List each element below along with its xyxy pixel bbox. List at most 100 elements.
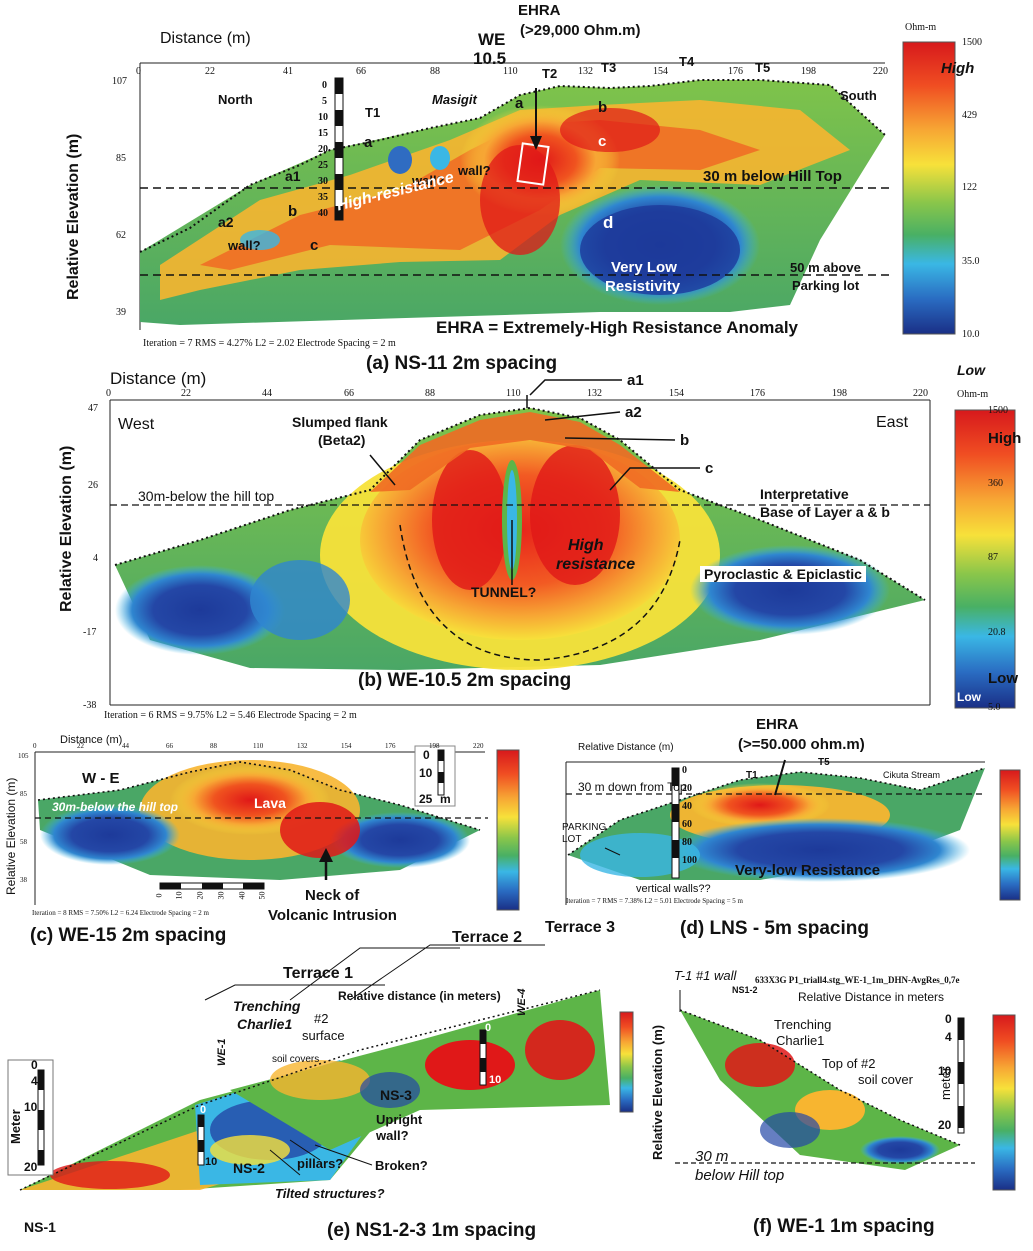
- x-tick: 220: [913, 388, 928, 399]
- label-west: West: [118, 416, 155, 433]
- label-d-t1: T1: [746, 770, 758, 781]
- colorbar-f: [992, 1014, 1016, 1191]
- label-w-e: W - E: [82, 770, 120, 787]
- panel-a-caption: (a) NS-11 2m spacing: [366, 353, 558, 374]
- label-b-a2: a2: [625, 404, 642, 421]
- depth-tick: 10: [318, 112, 328, 123]
- panel-c-caption: (c) WE-15 2m spacing: [30, 925, 227, 946]
- label-surface-1: #2: [314, 1011, 329, 1026]
- x-tick: 198: [429, 742, 440, 750]
- colorbar-b: [954, 409, 1016, 709]
- label-d: d: [603, 213, 614, 232]
- label-b-mid: b: [288, 203, 298, 220]
- label-e-rel: Relative distance (in meters): [338, 989, 501, 1003]
- label-ehra: EHRA: [518, 2, 561, 19]
- label-tilted: Tilted structures?: [275, 1186, 385, 1201]
- x-tick: 41: [283, 66, 293, 77]
- label-we: WE: [478, 30, 506, 49]
- e-scale: 20: [24, 1160, 38, 1174]
- x-tick: 0: [33, 742, 37, 750]
- label-t2: T2: [542, 66, 558, 81]
- label-above-1: 50 m above: [790, 260, 861, 275]
- x-tick: 110: [503, 66, 518, 77]
- colorbar-c: [496, 749, 520, 911]
- label-d-ehra-val: (>=50.000 ohm.m): [738, 736, 865, 753]
- label-high-1: High: [568, 537, 604, 554]
- depth-tick: 0: [322, 80, 327, 91]
- panel-f-caption: (f) WE-1 1m spacing: [753, 1216, 935, 1237]
- f-scale: 10: [938, 1064, 952, 1078]
- label-wall-2: wall?: [412, 173, 445, 188]
- label-a-mid: a: [364, 134, 373, 151]
- cbar-tick: 360: [988, 478, 1003, 489]
- colorbar-a-title: High: [941, 60, 975, 77]
- x-tick: 176: [750, 388, 765, 399]
- label-ehra-def: EHRA = Extremely-High Resistance Anomaly: [436, 318, 798, 337]
- x-tick: 154: [341, 742, 352, 750]
- x-tick: 198: [832, 388, 847, 399]
- label-north: North: [218, 92, 253, 107]
- e-scale: 4: [31, 1074, 38, 1088]
- e-ns3-0: 0: [485, 1022, 492, 1034]
- x-tick: 220: [873, 66, 888, 77]
- y-tick: 85: [20, 790, 27, 798]
- panel-e-caption: (e) NS1-2-3 1m spacing: [327, 1220, 537, 1241]
- panel-b-caption: (b) WE-10.5 2m spacing: [358, 670, 572, 691]
- e-ns2-10: 10: [205, 1156, 218, 1168]
- label-d-ehra: EHRA: [756, 716, 799, 733]
- label-pillars: pillars?: [297, 1156, 344, 1171]
- label-interp-1: Interpretative: [760, 486, 849, 502]
- y-tick: -17: [83, 627, 97, 638]
- panel-c-plot: [34, 745, 488, 905]
- label-pyroclastic: Pyroclastic & Epiclastic: [700, 566, 866, 582]
- y-tick: 26: [88, 480, 98, 491]
- label-masigit: Masigit: [432, 92, 477, 107]
- label-b-top: b: [598, 99, 608, 116]
- label-very-low-2: Resistivity: [605, 278, 681, 295]
- panel-b-plot: [109, 379, 931, 706]
- panel-d-footer: Iteration = 7 RMS = 7.38% L2 = 5.01 Elec…: [566, 897, 743, 905]
- depth-tick: 0: [682, 765, 687, 776]
- panel-b-footer: Iteration = 6 RMS = 9.75% L2 = 5.46 Elec…: [104, 710, 357, 721]
- label-d-t5: T5: [818, 757, 830, 768]
- label-f-trench-2: Charlie1: [776, 1033, 825, 1048]
- label-upright-1: Upright: [376, 1112, 423, 1127]
- cbar-tick: 20.8: [988, 627, 1006, 638]
- x-tick: 220: [473, 742, 484, 750]
- scale-0: 0: [423, 748, 430, 762]
- panel-c-footer: Iteration = 8 RMS = 7.50% L2 = 6.24 Elec…: [32, 909, 209, 917]
- depth-tick: 20: [682, 783, 692, 794]
- label-broken: Broken?: [375, 1158, 428, 1173]
- y-tick: 39: [116, 307, 126, 318]
- panel-d-caption: (d) LNS - 5m spacing: [680, 918, 869, 939]
- label-d-top: 30 m down from Top: [578, 780, 687, 794]
- panel-d-plot: [565, 759, 986, 905]
- label-d-walls: vertical walls??: [636, 883, 711, 895]
- cbar-tick: 5.0: [988, 702, 1001, 713]
- label-b-b: b: [680, 432, 690, 449]
- x-tick: 66: [344, 388, 354, 399]
- label-f-top-2: soil cover: [858, 1072, 913, 1087]
- label-neck-2: Volcanic Intrusion: [268, 907, 397, 924]
- x-tick: 22: [77, 742, 84, 750]
- colorbar-a: [902, 41, 956, 335]
- x-tick: 88: [210, 742, 217, 750]
- label-ns1: NS-1: [24, 1219, 56, 1235]
- f-scale: 20: [938, 1118, 952, 1132]
- e-ns3-10: 10: [489, 1074, 502, 1086]
- label-upright-2: wall?: [376, 1128, 409, 1143]
- label-c-top: c: [598, 133, 607, 150]
- label-d-stream: Cikuta Stream: [883, 770, 941, 780]
- e-scale: 0: [31, 1058, 38, 1072]
- label-d-parking-2: LOT: [562, 834, 582, 845]
- label-t3: T3: [601, 60, 617, 75]
- x-tick: 66: [356, 66, 366, 77]
- y-tick: 62: [116, 230, 126, 241]
- label-f-below: below Hill top: [695, 1167, 785, 1184]
- label-t4: T4: [679, 54, 695, 69]
- label-c-mid: c: [310, 237, 319, 254]
- scale-m: m: [440, 792, 451, 806]
- label-wall-1: wall?: [228, 238, 261, 253]
- depth-tick: 15: [318, 128, 328, 139]
- e-scale: 10: [24, 1100, 38, 1114]
